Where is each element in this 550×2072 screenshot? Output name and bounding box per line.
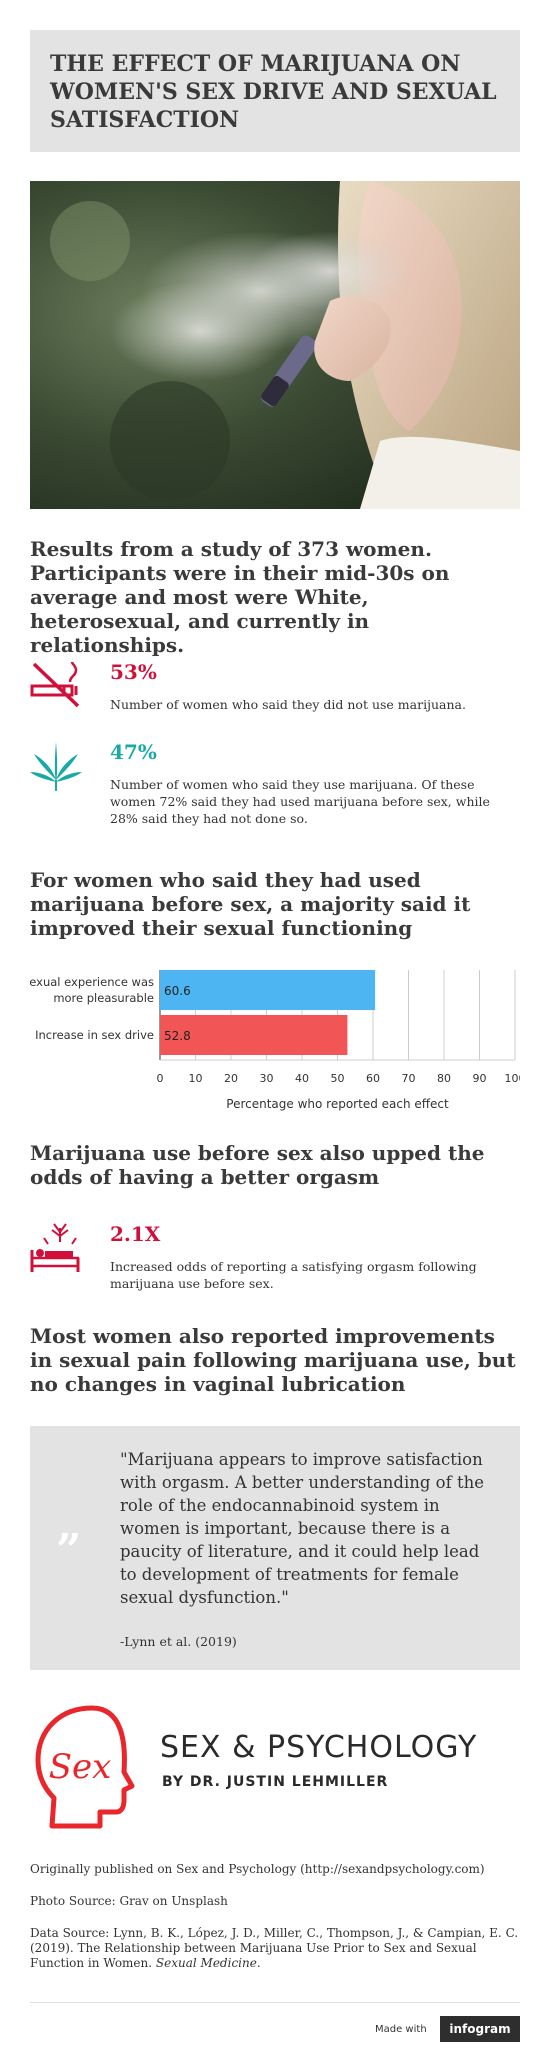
x-tick-label: 90 [473, 1072, 487, 1085]
pain-section: Most women also reported improvements in… [30, 1324, 520, 1396]
quote-text: "Marijuana appears to improve satisfacti… [120, 1450, 484, 1607]
quote-citation: -Lynn et al. (2019) [120, 1634, 237, 1649]
logo-mark-text: Sex [49, 1747, 112, 1787]
footer-divider [30, 2002, 520, 2003]
pain-heading: Most women also reported improvements in… [30, 1324, 516, 1396]
no-smoking-icon [30, 661, 80, 708]
x-tick-label: 80 [437, 1072, 451, 1085]
x-tick-label: 40 [295, 1072, 309, 1085]
data-source-text: Data Source: Lynn, B. K., López, J. D., … [30, 1926, 519, 1970]
bar-chart-svg: 0 10 20 30 40 50 60 70 80 90 100 60.6 Sexual experie… [22, 970, 526, 1111]
x-tick-label: 70 [402, 1072, 416, 1085]
bar [160, 1015, 348, 1055]
x-tick-label: 0 [157, 1072, 164, 1085]
data-label: 60.6 [164, 984, 191, 998]
functioning-heading: For women who said they had used marijua… [30, 868, 471, 940]
title-box: THE EFFECT OF MARIJUANA ON WOMEN'S SEX D… [30, 30, 520, 152]
stat-value: 53% [110, 660, 157, 684]
orgasm-section: Marijuana use before sex also upped the … [30, 1141, 520, 1189]
quote-icon: ” [56, 1525, 82, 1576]
sex-and-psychology-logo: Sex SEX & PSYCHOLOGY BY DR. JUSTIN LEHMI… [30, 1702, 520, 1832]
stat-description: Number of women who said they did not us… [110, 697, 466, 712]
logo-title: SEX & PSYCHOLOGY [160, 1730, 478, 1765]
journal-name: Sexual Medicine. [155, 1956, 261, 1970]
stat-value: 47% [110, 740, 157, 764]
x-tick-label: 10 [189, 1072, 203, 1085]
page-title: THE EFFECT OF MARIJUANA ON WOMEN'S SEX D… [50, 51, 497, 133]
stat-description: Increased odds of reporting a satisfying… [110, 1259, 477, 1291]
x-axis-label: Percentage who reported each effect [226, 1097, 449, 1111]
x-tick-label: 30 [260, 1072, 274, 1085]
intro-heading: Results from a study of 373 women. Parti… [30, 537, 450, 657]
cannabis-leaf-icon [30, 742, 82, 791]
bed-fireworks-icon [30, 1223, 80, 1272]
stat-no-use: 53% Number of women who said they did no… [30, 660, 520, 730]
category-label: Sexual experience was [30, 975, 154, 989]
quote-box: ” "Marijuana appears to improve satisfac… [30, 1426, 520, 1670]
x-tick-label: 100 [505, 1072, 521, 1085]
hero-photo [30, 181, 520, 509]
stat-use: 47% Number of women who said they use ma… [30, 740, 520, 826]
data-label: 52.8 [164, 1029, 191, 1043]
logo-subtitle: BY DR. JUSTIN LEHMILLER [162, 1774, 389, 1790]
stat-value: 2.1X [110, 1222, 161, 1246]
data-source: Data Source: Lynn, B. K., López, J. D., … [30, 1926, 520, 1971]
effects-bar-chart: 0 10 20 30 40 50 60 70 80 90 100 60.6 Sexual experie… [22, 960, 526, 1120]
category-label: more pleasurable [53, 991, 154, 1005]
photo-source: Photo Source: Grav on Unsplash [30, 1894, 228, 1908]
orgasm-heading: Marijuana use before sex also upped the … [30, 1141, 485, 1189]
head-profile-icon: Sex [35, 1705, 135, 1829]
intro-section: Results from a study of 373 women. Parti… [30, 537, 520, 657]
made-with-label: Made with [375, 2024, 427, 2035]
stat-orgasm: 2.1X Increased odds of reporting a satis… [30, 1222, 520, 1292]
functioning-section: For women who said they had used marijua… [30, 868, 520, 940]
x-tick-label: 20 [224, 1072, 238, 1085]
x-tick-label: 50 [331, 1072, 345, 1085]
photo-illustration [30, 181, 520, 509]
infogram-link[interactable]: infogram [440, 2016, 520, 2042]
published-note: Originally published on Sex and Psycholo… [30, 1862, 485, 1876]
x-tick-label: 60 [366, 1072, 380, 1085]
stat-description: Number of women who said they use mariju… [110, 777, 490, 826]
bar [160, 970, 376, 1010]
category-label: Increase in sex drive [35, 1028, 154, 1042]
